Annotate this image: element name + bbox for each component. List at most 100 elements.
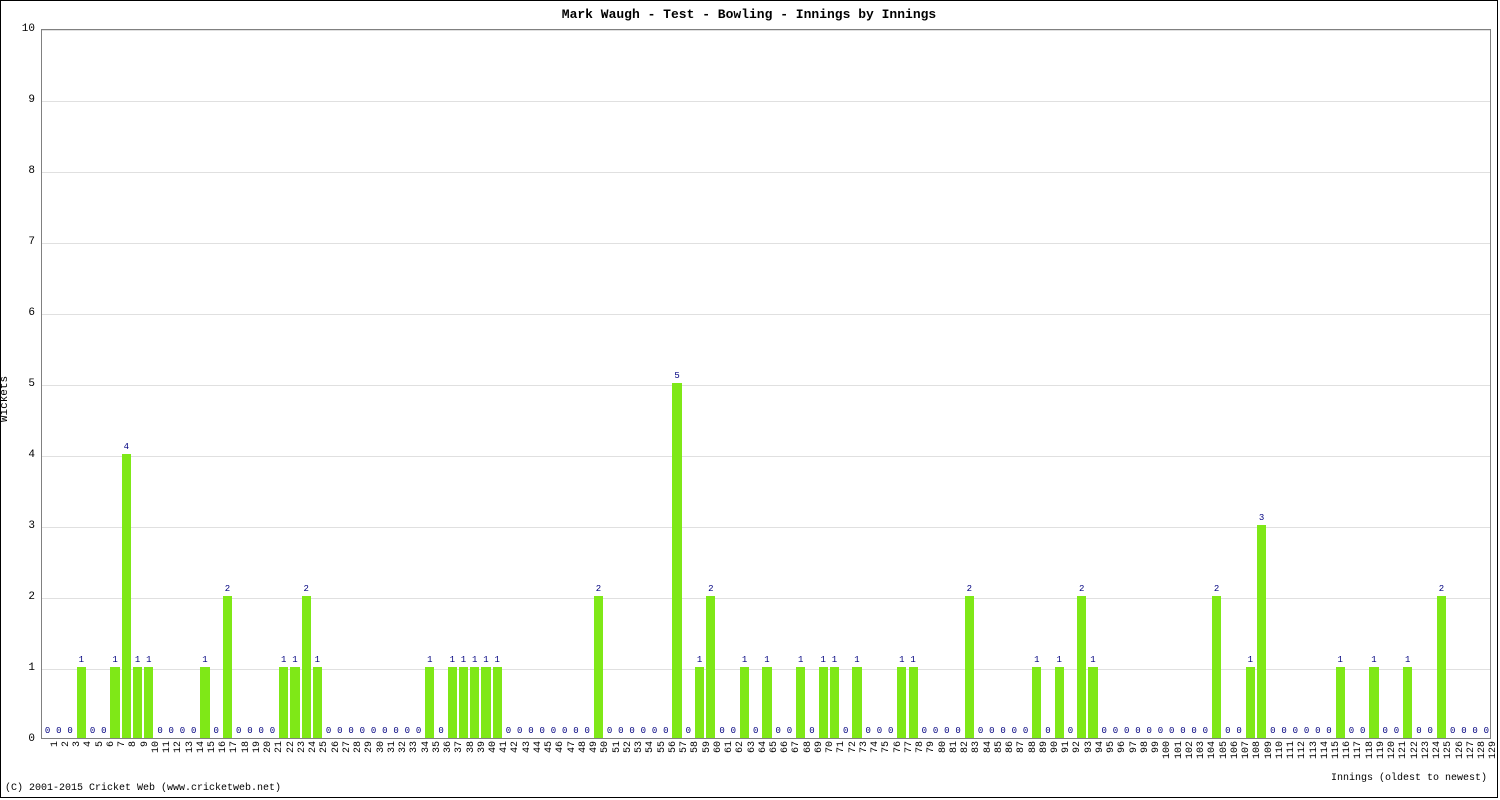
bar-value-label: 0 xyxy=(607,726,612,736)
x-tick: 116 xyxy=(1342,741,1353,759)
y-tick: 9 xyxy=(5,94,35,106)
bar-value-label: 1 xyxy=(495,655,500,665)
bar-value-label: 0 xyxy=(731,726,736,736)
x-tick: 111 xyxy=(1286,741,1297,759)
x-tick: 52 xyxy=(623,741,634,753)
bar-value-label: 0 xyxy=(56,726,61,736)
bar xyxy=(1403,667,1412,738)
bar-value-label: 0 xyxy=(337,726,342,736)
bar-value-label: 0 xyxy=(1416,726,1421,736)
x-tick: 25 xyxy=(319,741,330,753)
bar-value-label: 1 xyxy=(427,655,432,665)
bar xyxy=(223,596,232,738)
bar-value-label: 0 xyxy=(371,726,376,736)
x-tick: 3 xyxy=(72,741,83,747)
x-tick: 29 xyxy=(364,741,375,753)
x-tick: 74 xyxy=(870,741,881,753)
x-tick: 7 xyxy=(117,741,128,747)
grid-line xyxy=(42,598,1490,599)
x-tick: 82 xyxy=(960,741,971,753)
x-tick: 48 xyxy=(578,741,589,753)
x-tick: 86 xyxy=(1005,741,1016,753)
chart-frame: Mark Waugh - Test - Bowling - Innings by… xyxy=(0,0,1498,798)
x-tick: 9 xyxy=(140,741,151,747)
bar-value-label: 1 xyxy=(202,655,207,665)
bar-value-label: 2 xyxy=(1439,584,1444,594)
x-tick: 13 xyxy=(185,741,196,753)
grid-line xyxy=(42,456,1490,457)
bar-value-label: 0 xyxy=(101,726,106,736)
x-tick: 60 xyxy=(713,741,724,753)
bar xyxy=(1369,667,1378,738)
bar-value-label: 0 xyxy=(1383,726,1388,736)
bar-value-label: 0 xyxy=(641,726,646,736)
bar-value-label: 0 xyxy=(1113,726,1118,736)
bar-value-label: 0 xyxy=(326,726,331,736)
bar-value-label: 1 xyxy=(832,655,837,665)
x-tick: 10 xyxy=(151,741,162,753)
x-tick: 120 xyxy=(1387,741,1398,759)
x-tick: 101 xyxy=(1174,741,1185,759)
bar-value-label: 1 xyxy=(742,655,747,665)
x-tick: 14 xyxy=(196,741,207,753)
x-tick: 67 xyxy=(791,741,802,753)
bar-value-label: 0 xyxy=(1023,726,1028,736)
bar-value-label: 0 xyxy=(393,726,398,736)
x-tick: 54 xyxy=(645,741,656,753)
x-tick: 84 xyxy=(983,741,994,753)
x-tick: 78 xyxy=(915,741,926,753)
bar xyxy=(594,596,603,738)
x-tick: 93 xyxy=(1084,741,1095,753)
bar-value-label: 1 xyxy=(79,655,84,665)
x-tick: 104 xyxy=(1207,741,1218,759)
bar-value-label: 0 xyxy=(562,726,567,736)
x-tick: 113 xyxy=(1309,741,1320,759)
x-tick: 30 xyxy=(376,741,387,753)
x-tick: 23 xyxy=(297,741,308,753)
x-tick: 76 xyxy=(893,741,904,753)
x-tick: 97 xyxy=(1129,741,1140,753)
x-tick: 15 xyxy=(207,741,218,753)
bar xyxy=(796,667,805,738)
x-tick: 8 xyxy=(128,741,139,747)
grid-line xyxy=(42,314,1490,315)
x-tick: 80 xyxy=(938,741,949,753)
bar-value-label: 0 xyxy=(753,726,758,736)
y-tick: 7 xyxy=(5,236,35,248)
bar-value-label: 0 xyxy=(1293,726,1298,736)
bar-value-label: 0 xyxy=(809,726,814,736)
bar xyxy=(1088,667,1097,738)
x-tick: 114 xyxy=(1320,741,1331,759)
bar-value-label: 0 xyxy=(719,726,724,736)
x-tick: 77 xyxy=(904,741,915,753)
bar xyxy=(133,667,142,738)
bar-value-label: 0 xyxy=(1180,726,1185,736)
bar xyxy=(1246,667,1255,738)
x-tick: 43 xyxy=(522,741,533,753)
bar-value-label: 0 xyxy=(1450,726,1455,736)
x-tick: 71 xyxy=(836,741,847,753)
bar-value-label: 0 xyxy=(955,726,960,736)
bar xyxy=(313,667,322,738)
x-tick: 46 xyxy=(555,741,566,753)
x-tick: 47 xyxy=(567,741,578,753)
x-tick: 42 xyxy=(510,741,521,753)
bar xyxy=(819,667,828,738)
x-tick: 63 xyxy=(747,741,758,753)
bar xyxy=(110,667,119,738)
x-tick: 112 xyxy=(1297,741,1308,759)
x-tick: 94 xyxy=(1095,741,1106,753)
bar xyxy=(695,667,704,738)
bar-value-label: 0 xyxy=(1281,726,1286,736)
grid-line xyxy=(42,101,1490,102)
x-tick: 69 xyxy=(814,741,825,753)
bar-value-label: 1 xyxy=(764,655,769,665)
bar xyxy=(279,667,288,738)
bar xyxy=(672,383,681,738)
y-tick: 10 xyxy=(5,23,35,35)
bar-value-label: 0 xyxy=(1000,726,1005,736)
x-tick: 96 xyxy=(1117,741,1128,753)
x-tick: 58 xyxy=(690,741,701,753)
bar-value-label: 0 xyxy=(551,726,556,736)
x-tick: 115 xyxy=(1331,741,1342,759)
